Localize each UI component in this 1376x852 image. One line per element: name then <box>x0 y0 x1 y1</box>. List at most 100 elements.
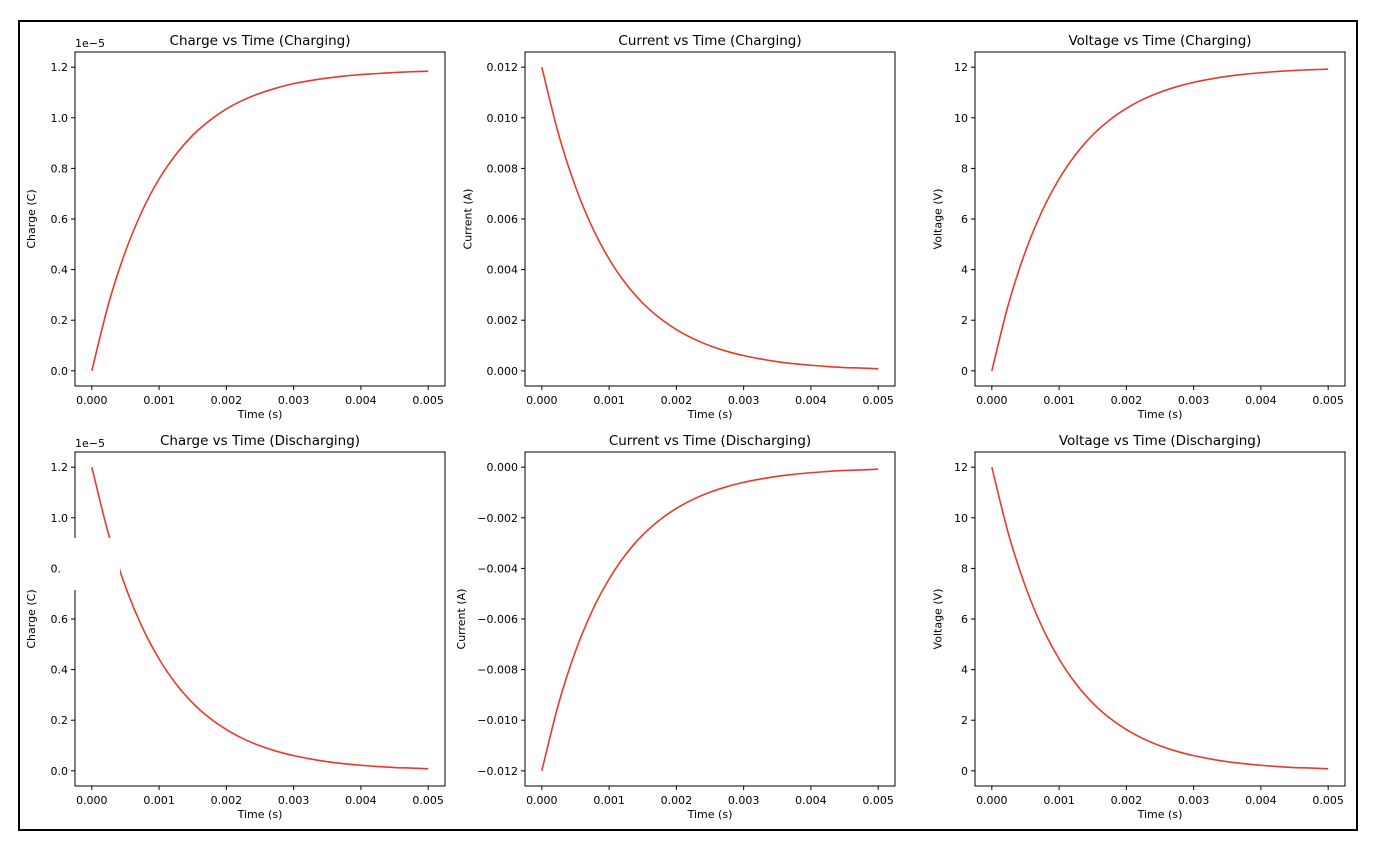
y-tick-label: 0 <box>961 365 968 378</box>
y-tick-label: −0.004 <box>477 562 518 575</box>
y-tick-label: 0 <box>961 765 968 778</box>
y-tick-label: 1.0 <box>51 512 69 525</box>
chart-title: Current vs Time (Charging) <box>618 33 801 49</box>
x-tick-label: 0.000 <box>76 394 108 407</box>
chart-title: Charge vs Time (Discharging) <box>160 433 360 449</box>
y-tick-label: 0.8 <box>51 162 69 175</box>
y-tick-label: 0.006 <box>487 213 519 226</box>
y-tick-label: 10 <box>954 512 968 525</box>
y-tick-label: 4 <box>961 664 968 677</box>
chart-title: Voltage vs Time (Discharging) <box>1059 433 1261 449</box>
y-tick-label: 0.4 <box>51 664 69 677</box>
x-tick-label: 0.001 <box>1043 394 1075 407</box>
x-tick-label: 0.000 <box>976 794 1008 807</box>
y-tick-label: 0.2 <box>51 714 69 727</box>
subplot-6: Voltage vs Time (Discharging) 0.000 0.001 0… <box>932 433 1346 821</box>
y-axis-label: Voltage (V) <box>932 589 945 650</box>
x-tick-label: 0.003 <box>728 794 760 807</box>
x-tick-label: 0.003 <box>1178 394 1210 407</box>
y-tick-label: 0.000 <box>487 461 519 474</box>
y-tick-label: −0.008 <box>477 664 518 677</box>
series-line-1 <box>541 468 879 772</box>
x-tick-label: 0.004 <box>1245 394 1277 407</box>
x-tick-label: 0.005 <box>412 394 444 407</box>
y-tick-label: 0.004 <box>487 264 519 277</box>
y-tick-label: 1.2 <box>51 461 69 474</box>
y-tick-label: −0.006 <box>477 613 518 626</box>
series-line-1 <box>991 68 1329 372</box>
x-axis-label: Time (s) <box>1137 408 1183 421</box>
x-tick-label: 0.004 <box>345 394 377 407</box>
x-tick-label: 0.001 <box>143 394 175 407</box>
y-axis-label: Current (A) <box>455 589 468 650</box>
y-tick-label: 0.000 <box>487 365 519 378</box>
y-tick-label: −0.002 <box>477 512 518 525</box>
x-tick-label: 0.000 <box>526 394 558 407</box>
plot-area <box>974 51 1346 387</box>
y-tick-label: −0.012 <box>477 765 518 778</box>
x-axis-label: Time (s) <box>687 808 733 821</box>
x-axis-label: Time (s) <box>1137 808 1183 821</box>
x-tick-label: 0.000 <box>976 394 1008 407</box>
x-tick-label: 0.004 <box>795 794 827 807</box>
subplot-1: Charge vs Time (Charging) 0.000 0.001 0.002… <box>25 33 446 421</box>
y-tick-label: 4 <box>961 264 968 277</box>
y-axis-label: Voltage (V) <box>932 189 945 250</box>
x-tick-label: 0.005 <box>1312 794 1344 807</box>
plot-area <box>74 51 446 387</box>
occlusion-patch <box>62 538 120 590</box>
y-offset-label: 1e−5 <box>75 37 105 50</box>
x-tick-label: 0.001 <box>1043 794 1075 807</box>
y-tick-label: 8 <box>961 562 968 575</box>
y-tick-label: 6 <box>961 213 968 226</box>
y-axis-label: Charge (C) <box>25 589 38 648</box>
x-tick-label: 0.001 <box>593 794 625 807</box>
subplot-3: Voltage vs Time (Charging) 0.000 0.001 0.00… <box>932 33 1346 421</box>
x-tick-label: 0.004 <box>345 794 377 807</box>
subplot-4: Charge vs Time (Discharging) 0.000 0.001 0.… <box>25 433 446 821</box>
x-tick-label: 0.002 <box>1111 794 1143 807</box>
chart-title: Charge vs Time (Charging) <box>170 33 351 49</box>
x-tick-label: 0.005 <box>862 794 894 807</box>
subplot-2: Current vs Time (Charging) 0.000 0.001 0.00… <box>462 33 896 421</box>
x-tick-label: 0.002 <box>211 794 243 807</box>
x-tick-label: 0.003 <box>278 794 310 807</box>
y-tick-label: 12 <box>954 61 968 74</box>
y-offset-label: 1e−5 <box>75 437 105 450</box>
y-axis-label: Current (A) <box>462 189 475 250</box>
x-tick-label: 0.005 <box>412 794 444 807</box>
y-tick-label: 0.4 <box>51 264 69 277</box>
plot-area <box>524 51 896 387</box>
x-tick-label: 0.003 <box>278 394 310 407</box>
y-tick-label: 0.6 <box>51 613 69 626</box>
plot-area <box>74 451 446 787</box>
series-line-1 <box>541 66 879 370</box>
x-tick-label: 0.003 <box>1178 794 1210 807</box>
y-axis-label: Charge (C) <box>25 189 38 248</box>
plot-area <box>974 451 1346 787</box>
y-tick-label: 0.0 <box>51 365 69 378</box>
subplot-5: Current vs Time (Discharging) 0.000 0.001 0… <box>455 433 896 821</box>
x-tick-label: 0.005 <box>862 394 894 407</box>
y-tick-label: −0.010 <box>477 714 518 727</box>
x-axis-label: Time (s) <box>237 808 283 821</box>
series-line-1 <box>91 466 429 770</box>
x-tick-label: 0.001 <box>593 394 625 407</box>
y-tick-label: 0.002 <box>487 314 519 327</box>
y-tick-label: 12 <box>954 461 968 474</box>
x-tick-label: 0.002 <box>1111 394 1143 407</box>
x-tick-label: 0.004 <box>795 394 827 407</box>
x-tick-label: 0.002 <box>211 394 243 407</box>
y-tick-label: 0.6 <box>51 213 69 226</box>
x-axis-label: Time (s) <box>237 408 283 421</box>
y-tick-label: 1.2 <box>51 61 69 74</box>
series-line-1 <box>991 466 1329 770</box>
chart-title: Voltage vs Time (Charging) <box>1068 33 1251 49</box>
y-tick-label: 0.012 <box>487 61 519 74</box>
series-line-1 <box>91 70 429 372</box>
plot-area <box>524 451 896 787</box>
x-tick-label: 0.002 <box>661 394 693 407</box>
x-tick-label: 0.004 <box>1245 794 1277 807</box>
y-tick-label: 0.0 <box>51 765 69 778</box>
